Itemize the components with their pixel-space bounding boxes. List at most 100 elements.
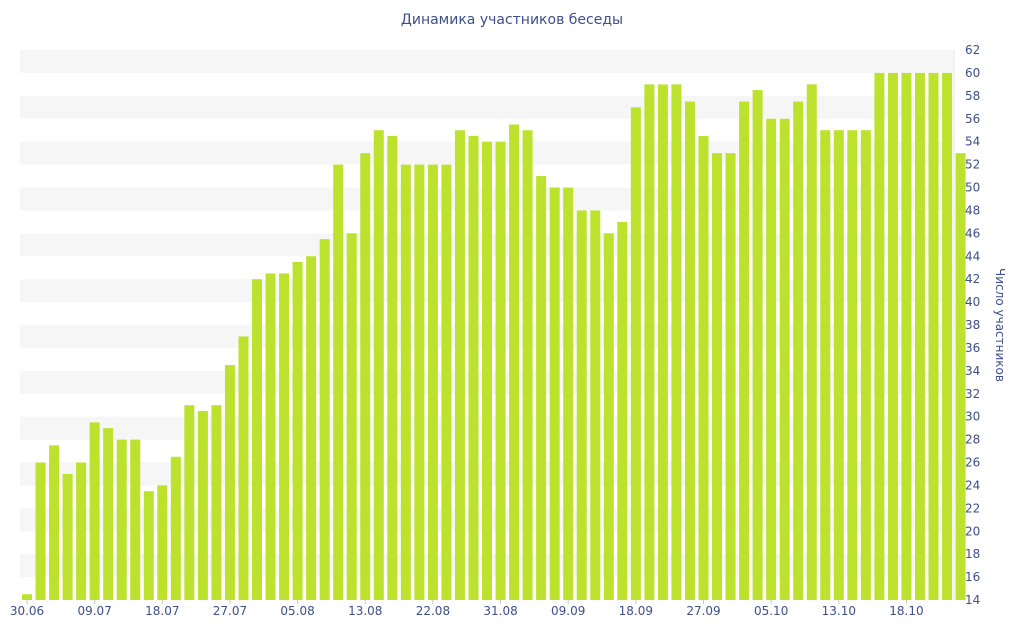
bar bbox=[617, 221, 628, 601]
bar bbox=[942, 72, 953, 601]
bar bbox=[901, 72, 912, 601]
y-tick-label: 20 bbox=[965, 524, 980, 538]
y-tick-label: 52 bbox=[965, 158, 980, 172]
bar bbox=[265, 273, 276, 600]
bar bbox=[698, 135, 709, 600]
bar bbox=[590, 210, 601, 601]
grid-band bbox=[20, 95, 953, 119]
x-tick-label: 09.09 bbox=[551, 604, 585, 618]
x-tick-label: 30.06 bbox=[10, 604, 44, 618]
bar bbox=[441, 164, 452, 600]
y-tick-label: 50 bbox=[965, 181, 980, 195]
x-tick-label: 18.09 bbox=[619, 604, 653, 618]
bar bbox=[184, 405, 195, 600]
bar bbox=[657, 84, 668, 601]
bar bbox=[35, 462, 46, 600]
bar bbox=[955, 153, 966, 601]
y-tick-label: 36 bbox=[965, 341, 980, 355]
bar bbox=[766, 118, 777, 600]
bar bbox=[725, 153, 736, 601]
bar bbox=[928, 72, 939, 601]
bar bbox=[211, 405, 222, 600]
x-tick-label: 31.08 bbox=[483, 604, 517, 618]
bar bbox=[887, 72, 898, 601]
bar bbox=[319, 239, 330, 600]
bar bbox=[576, 210, 587, 601]
bar bbox=[197, 410, 208, 600]
bar bbox=[427, 164, 438, 600]
bar bbox=[89, 422, 100, 600]
bar bbox=[333, 164, 344, 600]
y-tick-label: 56 bbox=[965, 112, 980, 126]
bar bbox=[806, 84, 817, 601]
x-tick-label: 18.10 bbox=[889, 604, 923, 618]
bar bbox=[170, 456, 181, 600]
bar bbox=[914, 72, 925, 601]
bar bbox=[833, 130, 844, 600]
y-tick-label: 34 bbox=[965, 364, 980, 378]
bar bbox=[224, 365, 235, 600]
y-tick-label: 24 bbox=[965, 478, 980, 492]
bar bbox=[279, 273, 290, 600]
x-tick-label: 05.10 bbox=[754, 604, 788, 618]
y-tick-label: 26 bbox=[965, 456, 980, 470]
bar bbox=[387, 135, 398, 600]
y-tick-label: 48 bbox=[965, 203, 980, 217]
y-tick-label: 14 bbox=[965, 593, 980, 607]
bar bbox=[252, 279, 263, 600]
bar bbox=[603, 233, 614, 600]
bar bbox=[400, 164, 411, 600]
y-tick-label: 58 bbox=[965, 89, 980, 103]
bar bbox=[671, 84, 682, 601]
bar bbox=[549, 187, 560, 600]
bar bbox=[292, 261, 303, 600]
x-tick-label: 13.10 bbox=[822, 604, 856, 618]
bar bbox=[509, 124, 520, 600]
bar bbox=[238, 336, 249, 600]
bar bbox=[130, 439, 141, 600]
bar bbox=[306, 256, 317, 600]
y-axis-ticks: 14 16 18 20 22 24 26 28 30 32 34 36 38 40 42 44 46 48 50 52… bbox=[953, 43, 980, 607]
grid-band bbox=[20, 50, 953, 73]
x-tick-label: 05.08 bbox=[280, 604, 314, 618]
bar bbox=[522, 130, 533, 600]
bar bbox=[847, 130, 858, 600]
y-axis-title: Число участников bbox=[993, 268, 1007, 382]
y-tick-label: 62 bbox=[965, 43, 980, 57]
x-tick-label: 18.07 bbox=[145, 604, 179, 618]
bar bbox=[739, 101, 750, 600]
bar bbox=[712, 153, 723, 601]
chart-title: Динамика участников беседы bbox=[400, 12, 624, 28]
bar bbox=[103, 428, 114, 601]
bar bbox=[373, 130, 384, 600]
bar bbox=[143, 491, 154, 600]
y-tick-label: 60 bbox=[965, 66, 980, 80]
bar bbox=[482, 141, 493, 601]
bar bbox=[820, 130, 831, 600]
bar bbox=[116, 439, 127, 600]
y-tick-label: 40 bbox=[965, 295, 980, 309]
bar bbox=[860, 130, 871, 600]
bar bbox=[563, 187, 574, 600]
x-tick-label: 13.08 bbox=[348, 604, 382, 618]
y-tick-label: 30 bbox=[965, 410, 980, 424]
y-tick-label: 42 bbox=[965, 272, 980, 286]
bar bbox=[779, 118, 790, 600]
x-tick-label: 22.08 bbox=[416, 604, 450, 618]
bar bbox=[793, 101, 804, 600]
bar bbox=[454, 130, 465, 600]
bar bbox=[644, 84, 655, 601]
bar bbox=[157, 485, 168, 600]
bar bbox=[752, 90, 763, 600]
bar bbox=[62, 473, 73, 600]
bar bbox=[468, 135, 479, 600]
bar bbox=[346, 233, 357, 600]
x-tick-label: 27.09 bbox=[686, 604, 720, 618]
bar bbox=[49, 445, 60, 600]
bar bbox=[414, 164, 425, 600]
y-tick-label: 22 bbox=[965, 501, 980, 515]
bar bbox=[76, 462, 87, 600]
bar bbox=[360, 153, 371, 601]
bar bbox=[536, 176, 547, 601]
y-tick-label: 46 bbox=[965, 226, 980, 240]
